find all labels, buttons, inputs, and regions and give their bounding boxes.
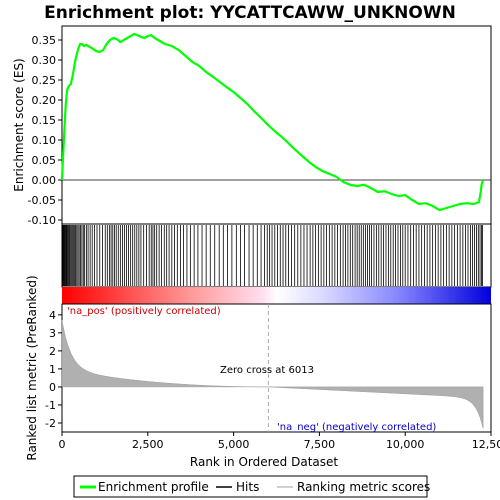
hits-panel <box>61 223 492 288</box>
ranking-metric-area <box>61 320 484 429</box>
metric-axis-label: Ranked list metric (PreRanked) <box>25 275 39 460</box>
metric-tick-label: -1 <box>45 399 56 412</box>
es-axis-ticks: -0.10 -0.05 0.00 0.05 0.10 0.15 0.20 0.25 0.30 0.… <box>28 34 62 227</box>
es-tick-label: 0.10 <box>32 134 57 147</box>
neg-correlated-label: 'na_neg' (negatively correlated) <box>277 422 436 433</box>
metric-tick-label: -2 <box>45 417 56 430</box>
legend-label-hits: Hits <box>236 480 259 494</box>
x-axis-label: Rank in Ordered Dataset <box>190 455 338 469</box>
metric-axis-ticks: -2 -1 0 1 2 3 4 <box>45 309 62 430</box>
metric-tick-label: 0 <box>49 381 56 394</box>
metric-tick-label: 4 <box>49 309 56 322</box>
metric-panel: -2 -1 0 1 2 3 4 'na_pos' (positively correlate… <box>25 275 492 461</box>
hit-lines <box>62 225 483 286</box>
es-tick-label: 0.05 <box>32 154 57 167</box>
enrichment-profile-line <box>60 32 485 212</box>
x-axis-ticks: 0 2,500 5,000 7,500 10,000 12,500 <box>59 432 500 451</box>
x-tick-label: 2,500 <box>132 438 164 451</box>
es-tick-label: -0.10 <box>28 214 56 227</box>
es-tick-label: 0.35 <box>32 34 57 47</box>
zero-cross-label: Zero cross at 6013 <box>220 365 314 376</box>
es-tick-label: 0.30 <box>32 54 57 67</box>
colorbar-panel <box>62 287 491 304</box>
x-tick-label: 12,500 <box>472 438 500 451</box>
es-tick-label: 0.15 <box>32 114 57 127</box>
es-plot-area <box>61 25 492 225</box>
chart-title: Enrichment plot: YYCATTCAWW_UNKNOWN <box>44 3 456 23</box>
es-panel: -0.10 -0.05 0.00 0.05 0.10 0.15 0.20 0.25 0.30 0.… <box>12 25 492 227</box>
es-tick-label: 0.20 <box>32 94 57 107</box>
es-tick-label: 0.25 <box>32 74 57 87</box>
x-tick-label: 0 <box>59 438 66 451</box>
legend: Enrichment profile Hits Ranking metric s… <box>73 475 430 498</box>
es-tick-label: 0.00 <box>32 174 57 187</box>
legend-label-metric: Ranking metric scores <box>297 480 430 494</box>
es-axis-label: Enrichment score (ES) <box>12 58 26 191</box>
metric-plot-area <box>61 303 492 433</box>
metric-tick-label: 1 <box>49 363 56 376</box>
legend-box <box>73 475 428 498</box>
x-tick-label: 7,500 <box>304 438 336 451</box>
hits-strip-frame <box>61 223 492 288</box>
metric-tick-label: 2 <box>49 345 56 358</box>
x-tick-label: 5,000 <box>218 438 250 451</box>
rank-colorbar <box>62 287 491 304</box>
es-tick-label: -0.05 <box>28 194 56 207</box>
pos-correlated-label: 'na_pos' (positively correlated) <box>67 306 221 317</box>
legend-label-enrichment: Enrichment profile <box>98 480 209 494</box>
x-tick-label: 10,000 <box>386 438 425 451</box>
metric-tick-label: 3 <box>49 327 56 340</box>
